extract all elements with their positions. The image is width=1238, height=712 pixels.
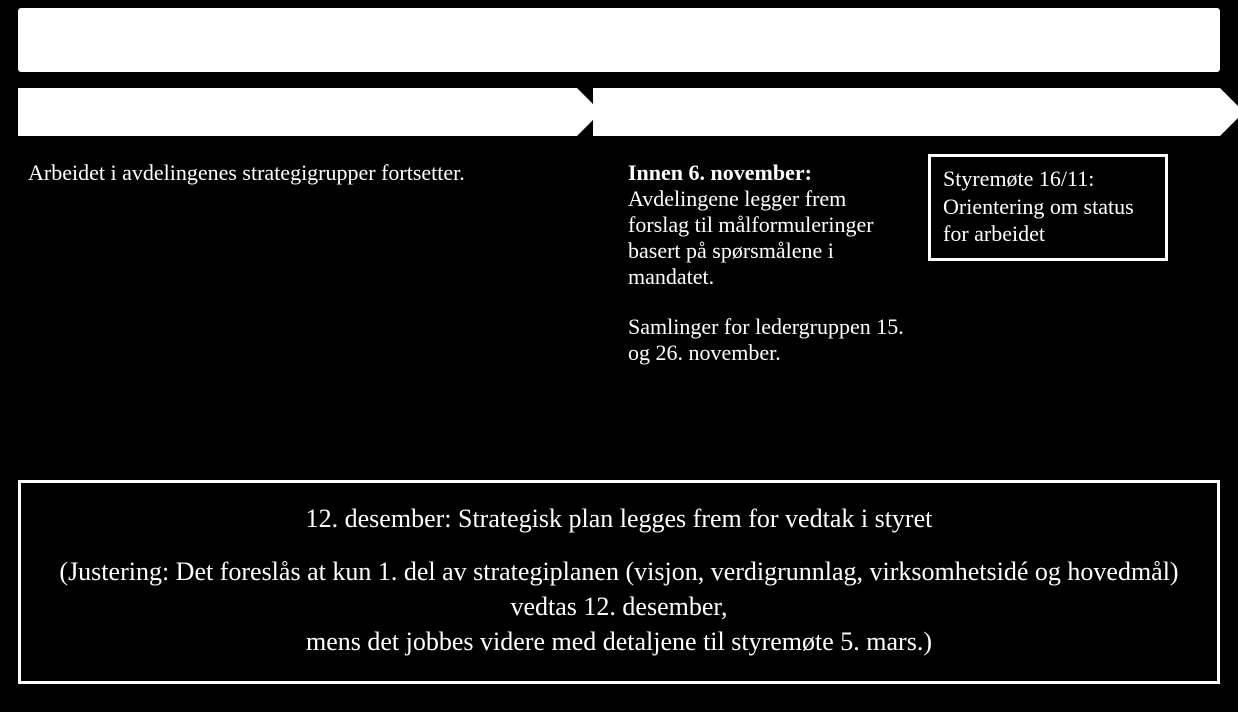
phase1-body: Arbeidet i avdelingenes strategigrupper … bbox=[28, 160, 465, 185]
phase-arrow-2 bbox=[593, 88, 1220, 136]
status-box: Styremøte 16/11: Orientering om status f… bbox=[928, 154, 1168, 261]
phase1-text: Arbeidet i avdelingenes strategigrupper … bbox=[28, 154, 628, 366]
deadline-label: Innen 6. november: bbox=[628, 160, 812, 185]
status-column: Styremøte 16/11: Orientering om status f… bbox=[928, 154, 1168, 366]
status-text: Styremøte 16/11: Orientering om status f… bbox=[943, 166, 1134, 246]
deadline-body: Avdelingene legger frem forslag til målf… bbox=[628, 186, 874, 289]
meetings-text: Samlinger for ledergruppen 15. og 26. no… bbox=[628, 314, 910, 366]
decision-box: 12. desember: Strategisk plan legges fre… bbox=[18, 480, 1220, 684]
decision-line1: 12. desember: Strategisk plan legges fre… bbox=[47, 501, 1191, 536]
phase2-text: Innen 6. november: Avdelingene legger fr… bbox=[628, 154, 928, 366]
header-bar bbox=[18, 8, 1220, 72]
phase-arrow-1 bbox=[18, 88, 577, 136]
timeline-arrows bbox=[18, 88, 1220, 136]
decision-line2: (Justering: Det foreslås at kun 1. del a… bbox=[47, 554, 1191, 624]
content-row: Arbeidet i avdelingenes strategigrupper … bbox=[28, 154, 1218, 366]
decision-line3: mens det jobbes videre med detaljene til… bbox=[47, 624, 1191, 659]
